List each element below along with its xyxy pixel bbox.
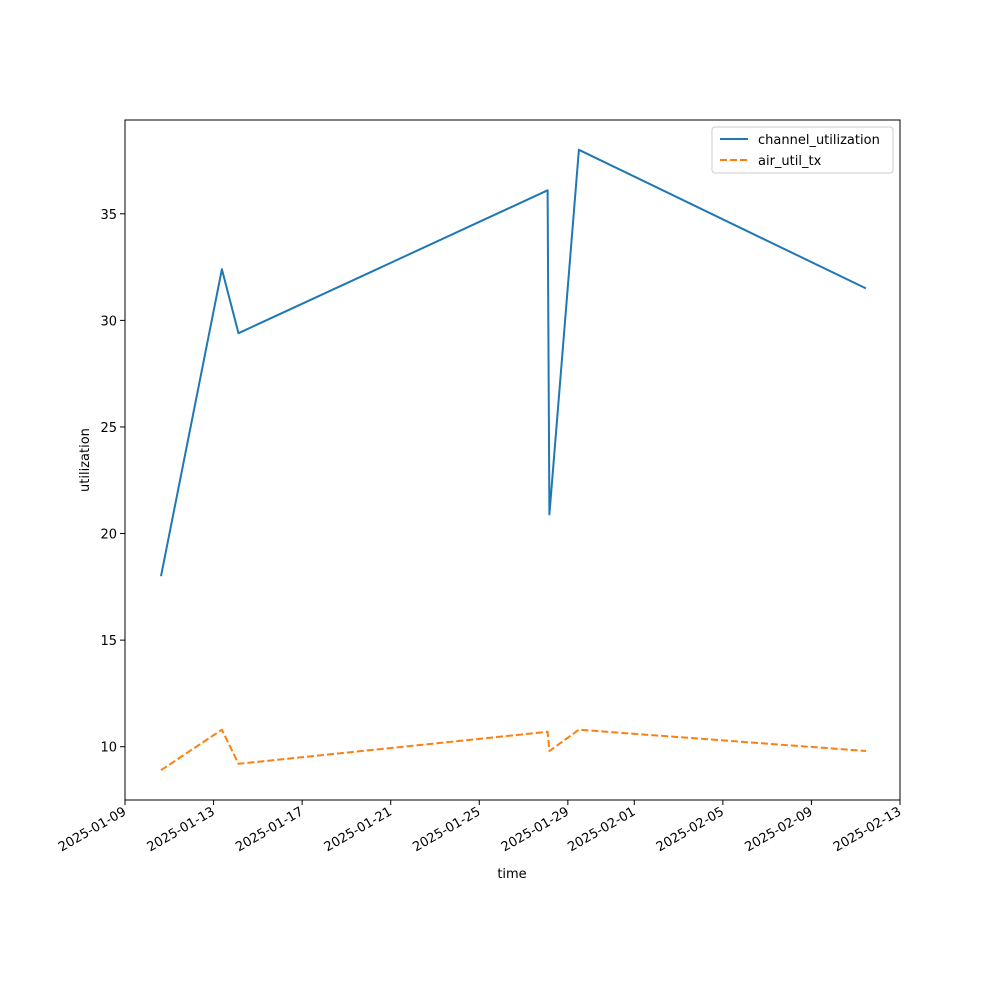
series-line-air-util-tx [160,728,866,772]
y-axis: 10 15 20 25 30 35 [100,208,125,756]
y-tick-label: 35 [100,208,117,223]
x-axis: 2025-01-09 2025-01-13 2025-01-17 2025-01-21… [56,800,904,855]
legend-box [711,126,894,174]
y-tick-label: 25 [100,421,117,436]
y-tick-label: 20 [100,528,117,543]
y-tick-label: 30 [100,314,117,329]
legend-label-channel-utilization: channel_utilization [758,133,880,148]
x-tick-label: 2025-01-13 [145,804,218,855]
x-tick-label: 2025-01-17 [233,804,306,855]
y-tick-label: 15 [100,634,117,649]
x-tick-label: 2025-02-05 [654,804,727,855]
x-tick-label: 2025-02-01 [565,804,638,855]
y-tick-label: 10 [100,741,117,756]
y-axis-label: utilization [78,428,93,492]
legend: channel_utilization air_util_tx [711,126,894,174]
series-layer [160,148,867,772]
series-line-channel-utilization [160,148,867,577]
x-tick-label: 2025-02-13 [831,804,904,855]
x-tick-label: 2025-01-21 [322,804,395,855]
x-tick-label: 2025-01-09 [56,804,129,855]
plot-area [125,120,900,800]
x-tick-label: 2025-01-29 [499,804,572,855]
x-tick-label: 2025-02-09 [742,804,815,855]
x-axis-label: time [497,867,526,882]
x-tick-label: 2025-01-25 [410,804,483,855]
legend-label-air-util-tx: air_util_tx [758,154,822,169]
plot-frame [124,119,901,801]
